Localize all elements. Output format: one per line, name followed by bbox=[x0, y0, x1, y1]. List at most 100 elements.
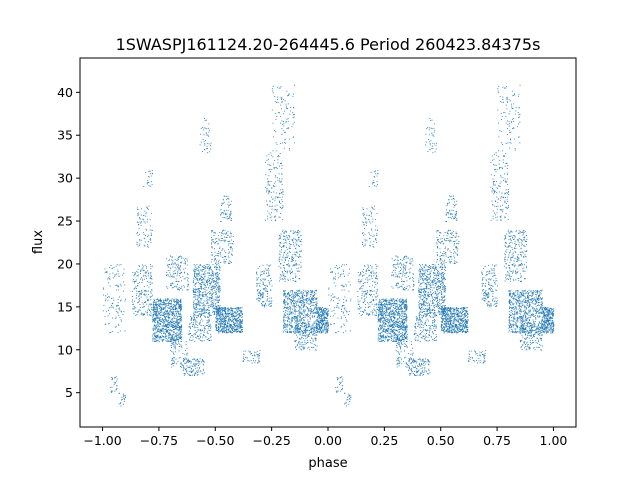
data-point bbox=[434, 272, 436, 274]
data-point bbox=[364, 282, 366, 283]
data-point bbox=[200, 329, 202, 331]
data-point bbox=[183, 285, 185, 287]
data-point bbox=[401, 333, 403, 335]
data-point bbox=[158, 323, 160, 325]
data-point bbox=[343, 315, 345, 317]
data-point bbox=[402, 326, 404, 328]
data-point bbox=[141, 277, 143, 279]
data-point bbox=[146, 312, 148, 314]
data-point bbox=[394, 332, 396, 334]
data-point bbox=[381, 302, 382, 304]
data-point bbox=[167, 274, 169, 276]
data-point bbox=[124, 298, 126, 300]
data-point bbox=[178, 312, 180, 314]
data-point bbox=[202, 320, 204, 322]
data-point bbox=[396, 321, 397, 323]
data-point bbox=[358, 279, 360, 281]
data-point bbox=[397, 358, 399, 360]
data-point bbox=[199, 283, 201, 285]
data-point bbox=[341, 308, 342, 310]
data-point bbox=[190, 370, 192, 372]
data-point bbox=[203, 265, 205, 267]
data-point bbox=[427, 312, 429, 314]
data-point bbox=[120, 264, 122, 266]
data-point bbox=[401, 324, 402, 326]
data-point bbox=[380, 322, 382, 324]
data-point bbox=[195, 290, 197, 292]
data-point bbox=[428, 296, 430, 298]
data-point bbox=[207, 333, 209, 335]
data-point bbox=[443, 278, 444, 280]
data-point bbox=[161, 306, 163, 308]
data-point bbox=[192, 370, 194, 372]
data-point bbox=[434, 279, 436, 281]
data-point bbox=[430, 285, 432, 287]
data-point bbox=[406, 307, 408, 309]
data-point bbox=[202, 266, 204, 268]
data-point bbox=[381, 337, 383, 339]
data-point bbox=[410, 350, 412, 352]
data-point bbox=[199, 295, 201, 297]
data-point bbox=[140, 214, 142, 216]
data-point bbox=[359, 282, 361, 284]
data-point bbox=[203, 278, 205, 280]
data-point bbox=[155, 325, 157, 327]
data-point bbox=[165, 312, 167, 314]
data-point bbox=[175, 322, 177, 324]
data-point bbox=[215, 272, 217, 274]
data-point bbox=[427, 277, 429, 278]
data-point bbox=[176, 322, 178, 323]
data-point bbox=[155, 335, 157, 337]
data-point bbox=[189, 375, 191, 376]
data-point bbox=[146, 229, 147, 231]
data-point bbox=[406, 285, 408, 287]
data-point bbox=[405, 336, 407, 338]
data-point bbox=[174, 273, 176, 275]
data-point bbox=[415, 336, 417, 338]
data-point bbox=[337, 390, 339, 392]
data-point bbox=[175, 339, 176, 341]
data-point bbox=[394, 272, 396, 274]
data-point bbox=[379, 321, 381, 323]
data-point bbox=[137, 275, 138, 277]
data-point bbox=[370, 215, 372, 217]
data-point bbox=[388, 335, 390, 337]
data-point bbox=[118, 285, 120, 287]
data-point bbox=[142, 218, 144, 220]
data-point bbox=[404, 267, 406, 269]
data-point bbox=[154, 340, 155, 342]
data-point bbox=[197, 279, 199, 281]
data-point bbox=[434, 304, 436, 306]
data-point bbox=[147, 308, 149, 310]
data-point bbox=[142, 267, 144, 269]
data-point bbox=[203, 315, 205, 317]
data-point bbox=[380, 327, 381, 329]
data-point bbox=[176, 325, 178, 327]
data-point bbox=[420, 303, 422, 305]
data-point bbox=[378, 307, 380, 309]
data-point bbox=[420, 271, 422, 273]
data-point bbox=[171, 330, 173, 332]
data-point bbox=[417, 339, 419, 341]
data-point bbox=[381, 332, 383, 334]
data-point bbox=[109, 273, 111, 275]
data-point bbox=[388, 314, 390, 316]
data-point bbox=[437, 277, 439, 279]
data-point bbox=[399, 326, 401, 328]
data-point bbox=[203, 308, 205, 310]
data-point bbox=[121, 320, 122, 322]
data-point bbox=[386, 306, 388, 308]
data-point bbox=[209, 336, 211, 338]
data-point bbox=[189, 339, 191, 341]
data-point bbox=[169, 334, 171, 336]
data-point bbox=[359, 281, 361, 283]
data-point bbox=[424, 334, 426, 336]
data-point bbox=[418, 289, 420, 291]
data-point bbox=[425, 336, 427, 338]
data-point bbox=[219, 291, 221, 293]
data-point bbox=[164, 301, 166, 303]
data-point bbox=[425, 330, 427, 332]
data-point bbox=[123, 396, 124, 398]
data-point bbox=[403, 299, 405, 301]
data-point bbox=[408, 359, 410, 361]
